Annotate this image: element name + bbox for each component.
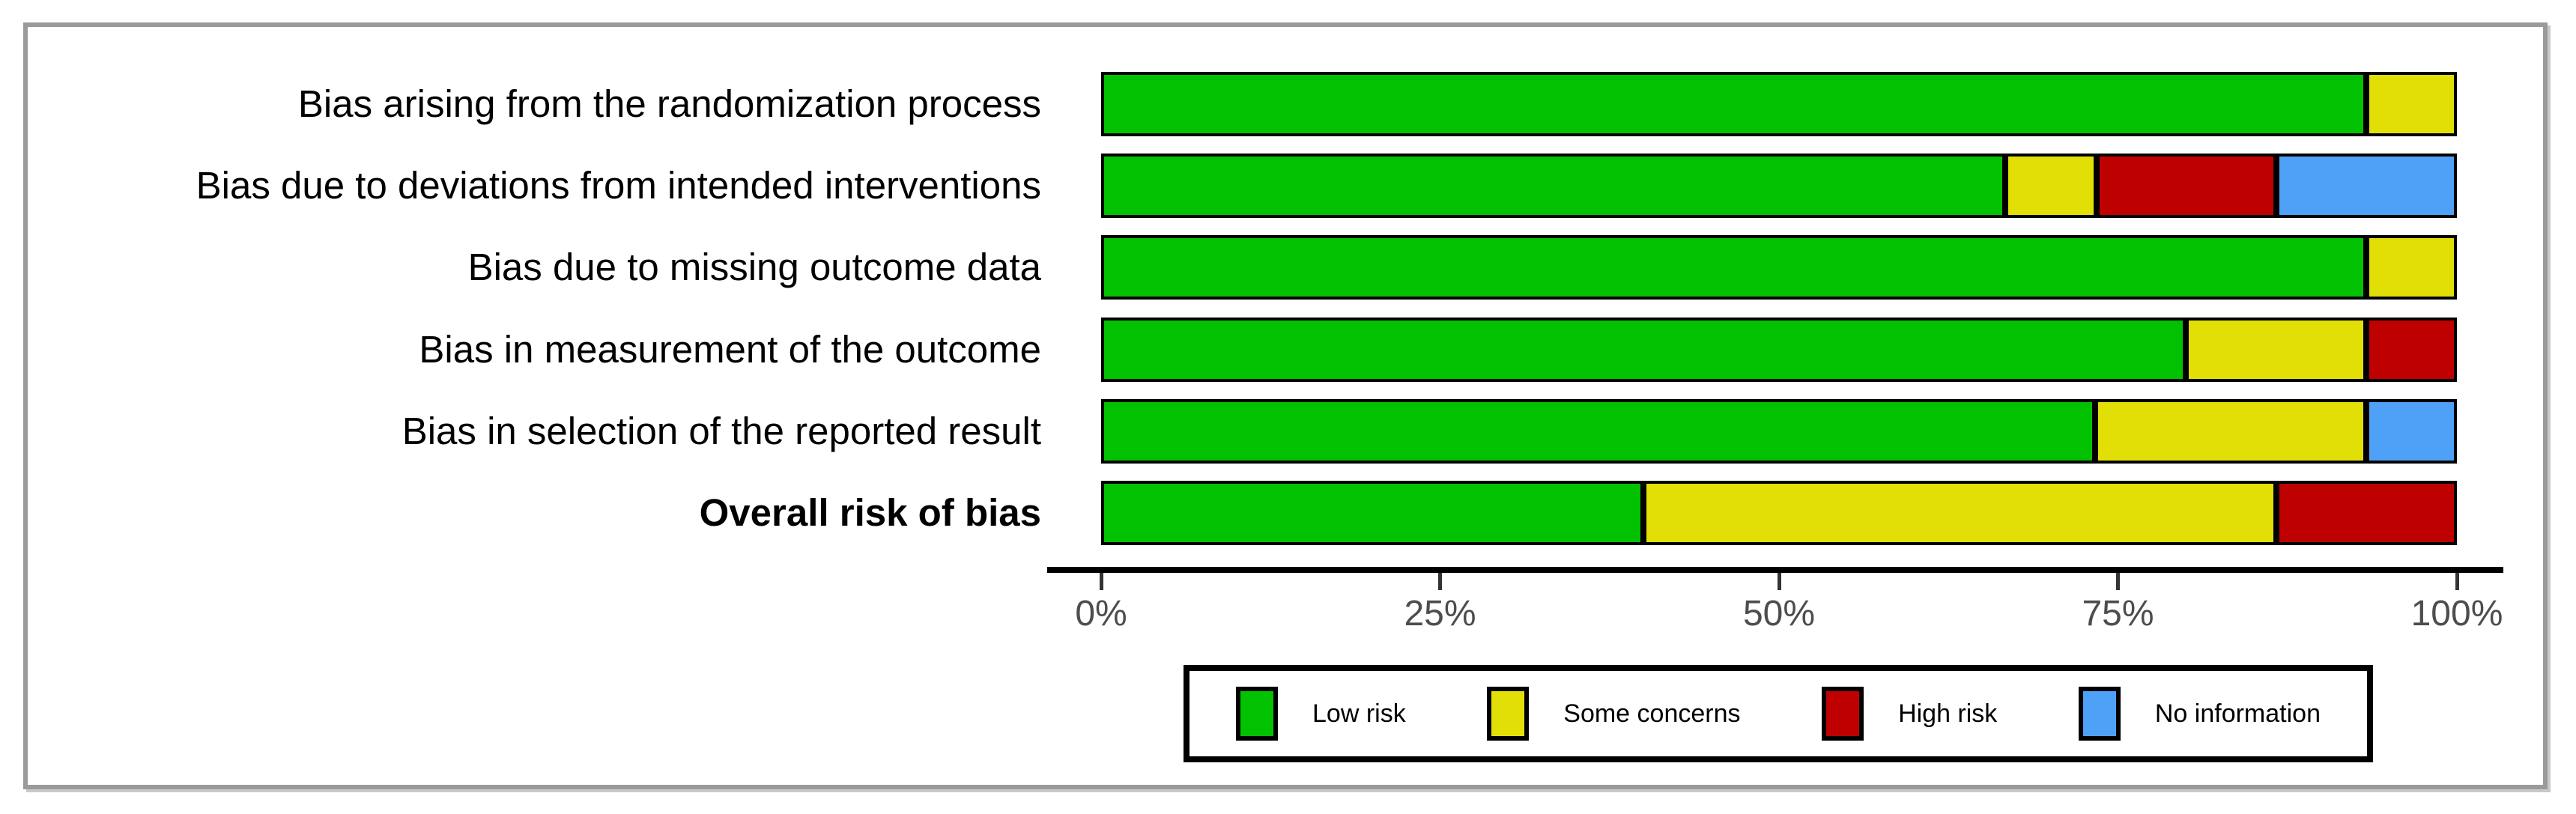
category-label: Overall risk of bias <box>699 491 1041 534</box>
legend: Low risk Some concerns High risk No informa… <box>1184 665 2373 762</box>
category-label: Bias due to deviations from intended int… <box>196 164 1041 207</box>
bar-segment-low-risk <box>1101 235 2366 300</box>
legend-label: High risk <box>1898 699 1998 728</box>
stacked-bar <box>1101 318 2457 382</box>
x-axis-tick-mark <box>2455 573 2459 590</box>
x-axis-tick-mark <box>1777 573 1781 590</box>
stacked-bar <box>1101 235 2457 300</box>
legend-item-low-risk: Low risk <box>1236 687 1406 741</box>
bar-segment-low-risk <box>1101 399 2095 464</box>
x-axis-tick-label: 75% <box>2082 594 2154 634</box>
bar-segment-no-information <box>2276 154 2457 218</box>
category-label: Bias in measurement of the outcome <box>419 328 1041 371</box>
bar-segment-low-risk <box>1101 72 2366 136</box>
legend-swatch-icon <box>2078 687 2121 741</box>
stacked-bar <box>1101 399 2457 464</box>
x-axis-tick-label: 0% <box>1075 594 1127 634</box>
bar-segment-low-risk <box>1101 154 2006 218</box>
legend-swatch-icon <box>1822 687 1864 741</box>
legend-swatch-icon <box>1487 687 1530 741</box>
legend-item-some-concerns: Some concerns <box>1487 687 1741 741</box>
stacked-bar <box>1101 72 2457 136</box>
legend-swatch-icon <box>1236 687 1278 741</box>
bar-segment-high-risk <box>2096 154 2277 218</box>
category-label: Bias in selection of the reported result <box>401 410 1041 452</box>
legend-label: No information <box>2154 699 2321 728</box>
bar-segment-some-concerns <box>1643 481 2277 545</box>
x-axis-tick-label: 50% <box>1742 594 1816 634</box>
bar-segment-some-concerns <box>2094 399 2366 464</box>
legend-label: Some concerns <box>1563 699 1741 728</box>
bar-segment-some-concerns <box>2005 154 2097 218</box>
bar-segment-no-information <box>2366 399 2457 464</box>
x-axis-tick-mark <box>1438 573 1442 590</box>
x-axis-line <box>1047 567 2503 573</box>
bar-segment-low-risk <box>1101 318 2186 382</box>
bar-segment-some-concerns <box>2186 318 2366 382</box>
bar-segment-high-risk <box>2276 481 2457 545</box>
stacked-bar <box>1101 154 2457 218</box>
x-axis-tick-mark <box>2116 573 2120 590</box>
bar-segment-high-risk <box>2366 318 2457 382</box>
legend-item-high-risk: High risk <box>1822 687 1997 741</box>
x-axis-tick-label: 25% <box>1404 594 1476 634</box>
category-label: Bias arising from the randomization proc… <box>297 82 1041 125</box>
stacked-bar <box>1101 481 2457 545</box>
x-axis-tick-label: 100% <box>2410 594 2503 634</box>
bar-segment-some-concerns <box>2366 72 2457 136</box>
x-axis-tick-mark <box>1099 573 1103 590</box>
bar-segment-some-concerns <box>2366 235 2457 300</box>
bar-segment-low-risk <box>1101 481 1643 545</box>
legend-item-no-information: No information <box>2078 687 2321 741</box>
legend-label: Low risk <box>1312 699 1406 728</box>
category-label: Bias due to missing outcome data <box>467 246 1041 288</box>
